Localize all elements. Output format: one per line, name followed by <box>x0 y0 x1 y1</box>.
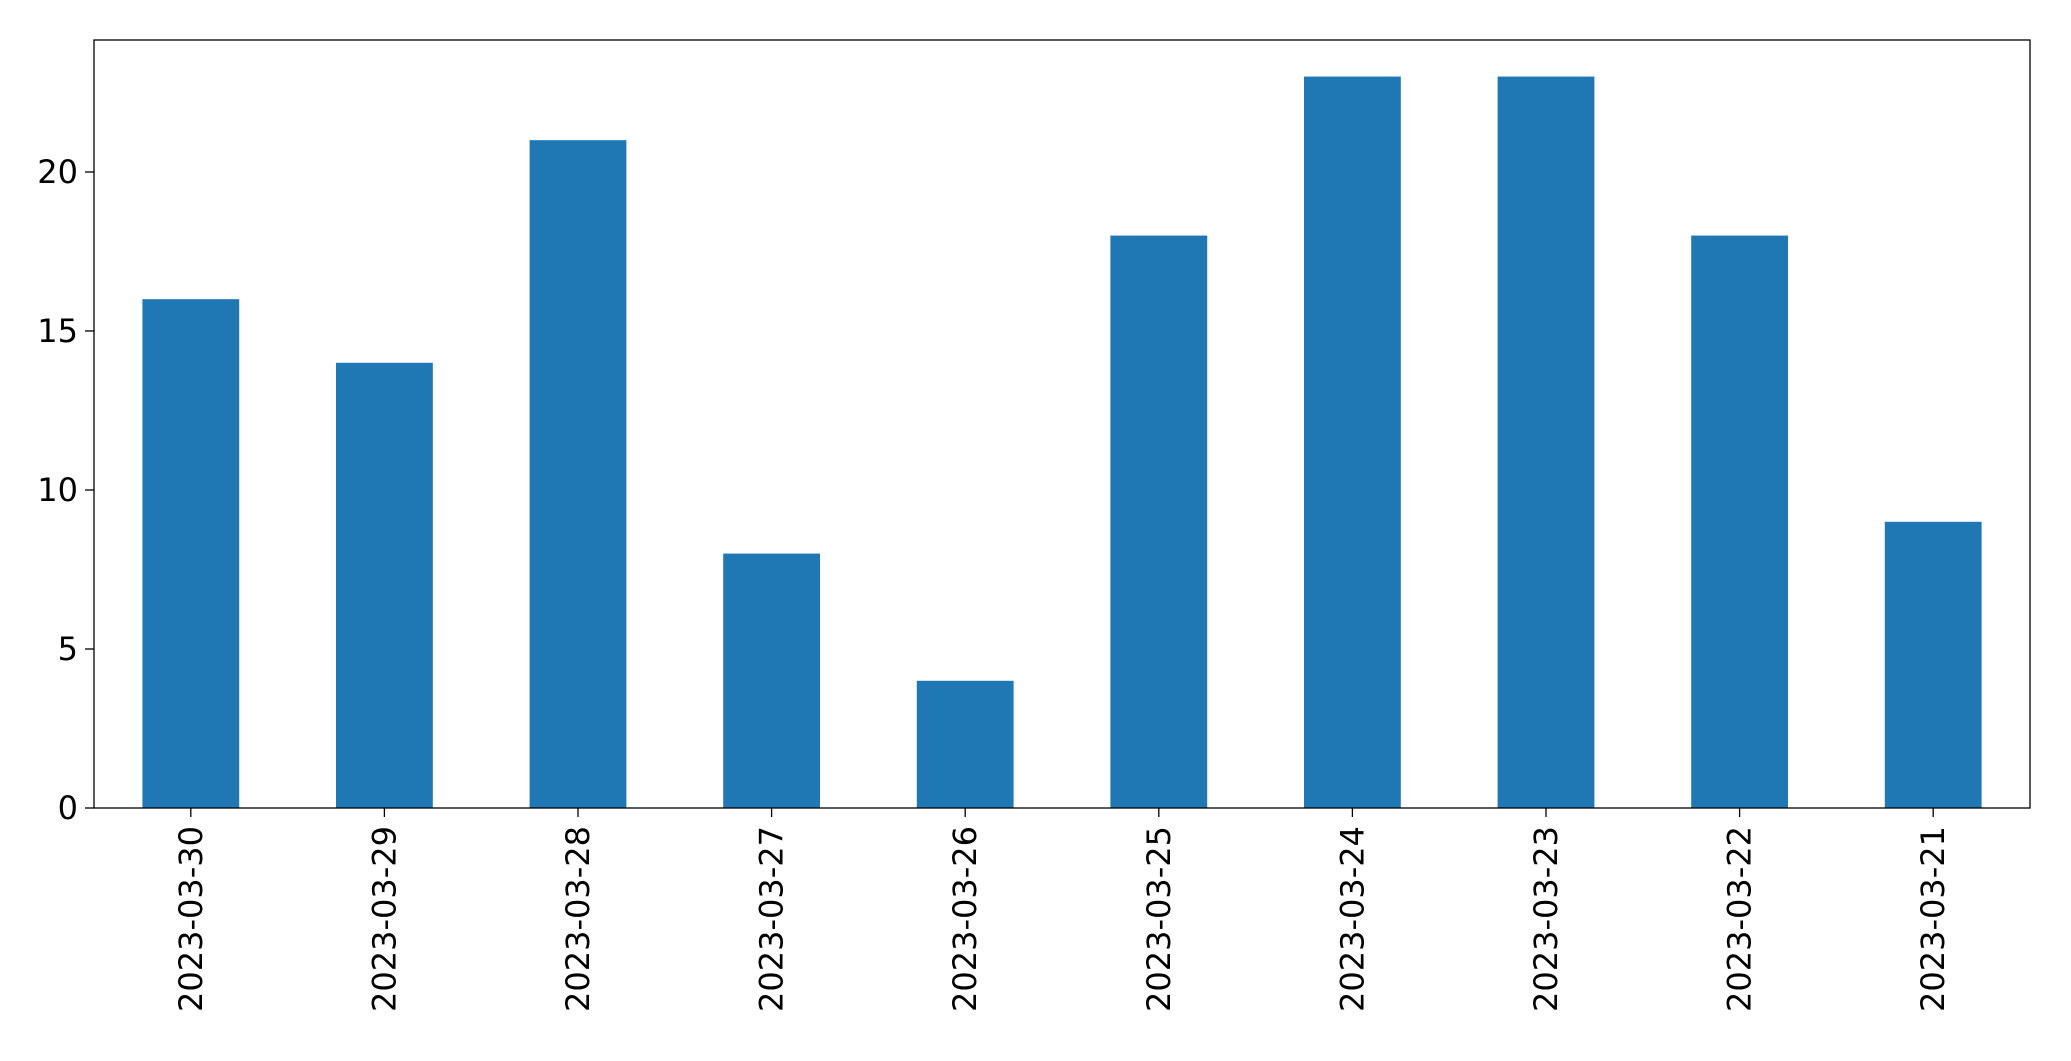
x-tick-label: 2023-03-25 <box>1140 826 1178 1012</box>
bar <box>1110 235 1208 808</box>
bar <box>336 362 433 808</box>
x-tick-label: 2023-03-26 <box>946 826 984 1012</box>
bar <box>1497 76 1595 809</box>
x-tick-label: 2023-03-23 <box>1527 826 1565 1012</box>
y-tick-label: 15 <box>37 312 78 350</box>
x-tick-label: 2023-03-22 <box>1721 826 1759 1012</box>
x-tick-label: 2023-03-27 <box>753 826 791 1012</box>
bar <box>529 140 627 808</box>
y-tick-label: 10 <box>37 471 78 509</box>
x-tick-label: 2023-03-28 <box>559 826 597 1012</box>
bar <box>1691 235 1788 808</box>
x-tick-label: 2023-03-29 <box>365 826 403 1012</box>
y-tick-label: 5 <box>58 630 78 668</box>
x-tick-label: 2023-03-21 <box>1914 826 1952 1012</box>
bar <box>142 299 240 808</box>
y-tick-label: 20 <box>37 153 78 191</box>
x-tick-label: 2023-03-30 <box>172 826 210 1012</box>
y-tick-label: 0 <box>58 789 78 827</box>
bar <box>916 680 1014 808</box>
x-tick-label: 2023-03-24 <box>1333 826 1371 1012</box>
bar <box>723 553 820 808</box>
plot-frame <box>93 39 2031 809</box>
bar <box>1304 76 1401 809</box>
bar <box>1884 521 1982 808</box>
